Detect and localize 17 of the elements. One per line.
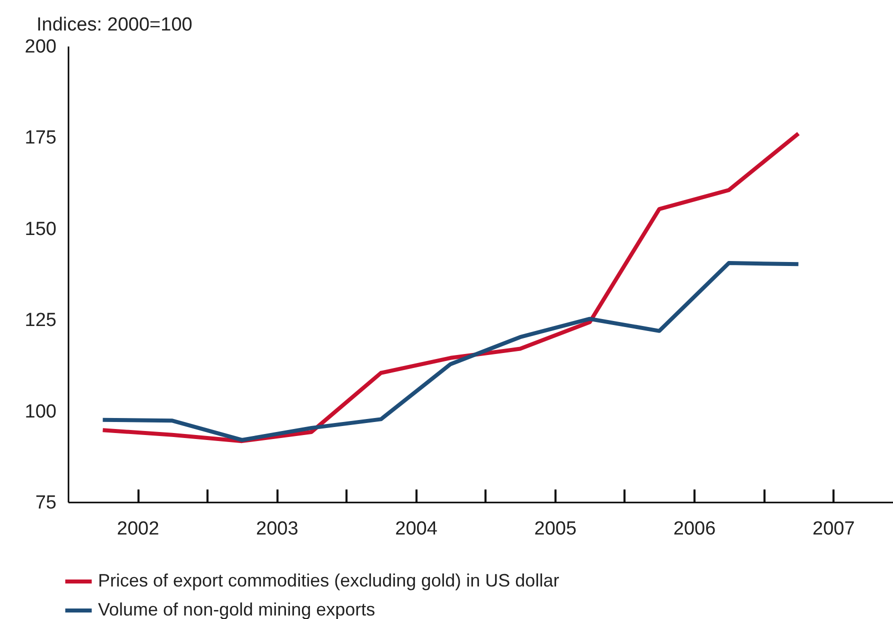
x-tick-label: 2002 [116,518,160,540]
y-tick-label: 200 [24,36,56,58]
legend-label: Prices of export commodities (excluding gold) in US dollar [98,570,560,590]
x-tick-label: 2006 [673,518,716,540]
line-series [100,261,800,442]
x-tick-label: 2003 [256,518,298,540]
y-axis-title: Indices: 2000=100 [36,14,192,36]
y-tick-label: 175 [24,128,56,149]
x-tick-label: 2007 [812,518,855,540]
y-tick-label: 75 [35,492,56,514]
legend-label: Volume of non-gold mining exports [98,600,376,619]
x-tick-label: 2004 [395,518,438,540]
y-tick-label: 150 [24,218,56,240]
line-series [100,132,800,444]
y-tick-label: 100 [24,401,56,422]
y-tick-label: 125 [24,310,56,332]
x-tick-label: 2005 [534,518,577,540]
